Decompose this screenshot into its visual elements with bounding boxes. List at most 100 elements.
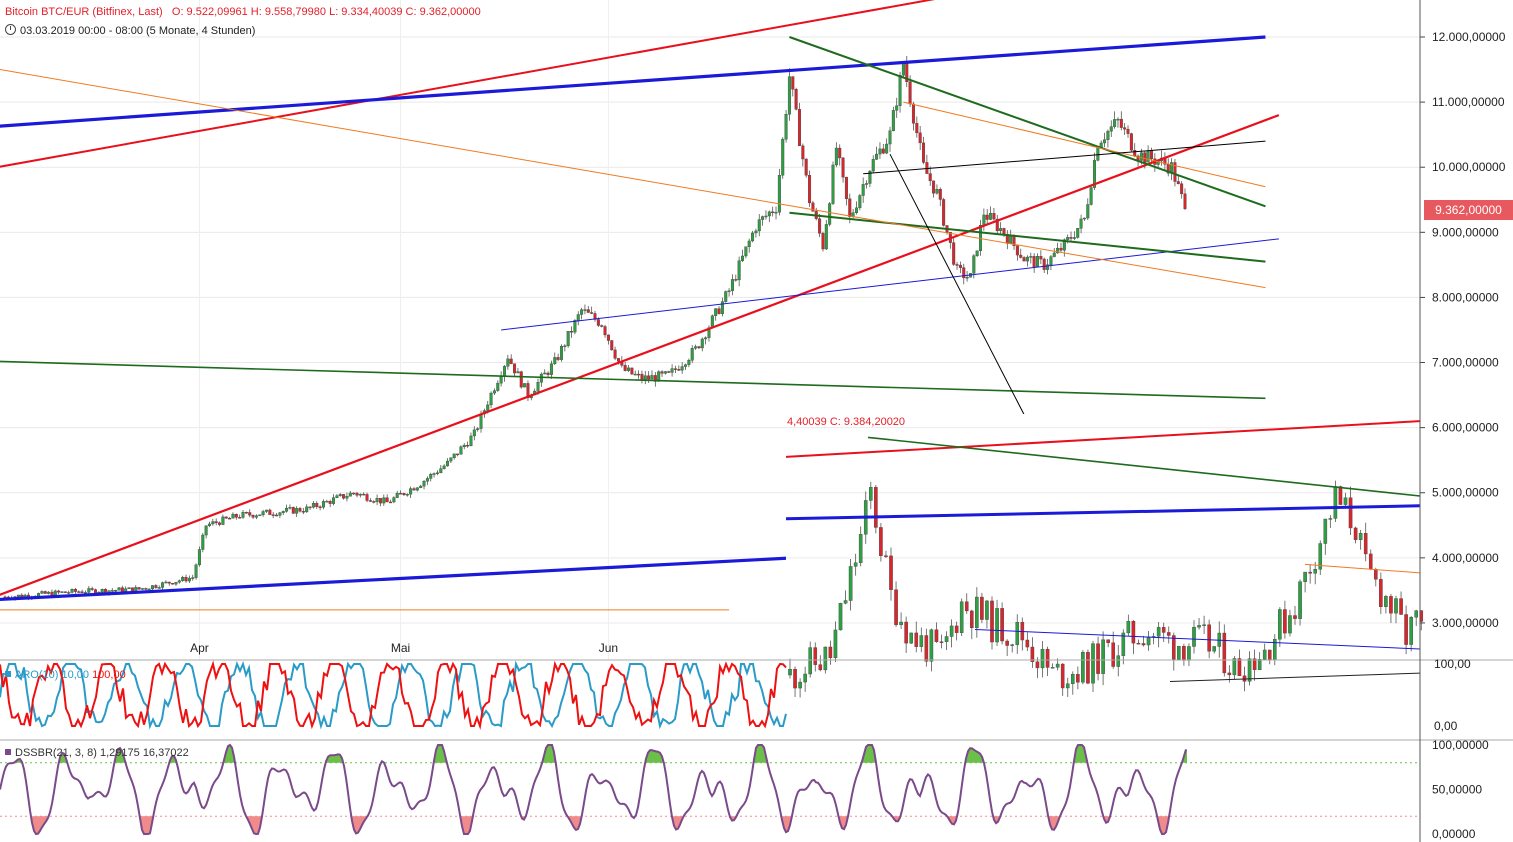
overlay-candle-body [990,600,994,643]
candle-body [741,255,745,261]
candle-body [690,348,694,361]
candle-body [583,309,587,311]
overlay-candle-body [1343,497,1348,505]
overlay-candle-body [1293,615,1297,619]
overlay-candle-body [808,647,812,675]
x-tick-label: Apr [190,641,209,655]
candle-body [231,513,235,519]
candle-body [1066,237,1070,240]
candle-body [1126,128,1130,134]
dss-legend[interactable]: DSSBR(21, 3, 8) 1,29175 16,37022 [5,747,189,759]
overlay-candle-body [889,555,893,590]
candle-body [868,170,872,184]
overlay-candle-body [904,621,908,644]
candle-body [419,485,423,488]
instrument-title: Bitcoin BTC/EUR (Bitfinex, Last) [5,6,163,18]
overlay-candle-body [1111,642,1115,667]
candle-body [291,507,295,514]
candle-body [590,312,594,314]
candle-body [543,372,547,375]
candle-body [184,577,188,582]
candle-body [684,364,688,367]
candle-body [613,349,617,359]
y-tick-label: 11.000,00000 [1432,95,1505,109]
candle-body [1109,126,1113,132]
candle-body [446,460,450,467]
overlay-candle-body [1065,683,1070,689]
overlay-candle-body [1328,518,1333,520]
overlay-candle-body [1353,527,1358,540]
candle-body [606,334,610,341]
y-tick-label: 9.000,00000 [1432,225,1499,239]
timeframe-row: 03.03.2019 00:00 - 08:00 (5 Monate, 4 St… [5,23,255,37]
candle-body [734,279,738,281]
candle-body [553,357,557,364]
timeframe-label: 03.03.2019 00:00 - 08:00 (5 Monate, 4 St… [20,25,256,37]
aroon-name: ARO(10) [15,669,59,681]
aroon-value-1: 10,00 [61,669,89,681]
candle-body [348,492,352,497]
candle-body [1002,228,1006,235]
candle-body [771,211,775,214]
overlay-candle-body [1055,663,1060,668]
candle-body [680,366,684,371]
overlay-candle-body [1136,642,1141,645]
overlay-candle-body [914,632,919,647]
aroon-legend[interactable]: ARO(10) 10,00 100,00 [5,669,126,681]
overlay-candle-body [939,641,944,643]
candle-body [117,587,121,591]
candle-body [409,488,413,495]
candle-body [137,587,141,590]
candle-body [50,591,54,596]
overlay-candle-body [1384,596,1388,607]
candle-body [1015,245,1019,256]
y-tick-label: 7.000,00000 [1432,356,1499,370]
dss-name: DSSBR(21, 3, 8) [15,747,97,759]
candle-body [452,453,456,459]
candle-body [942,199,946,226]
candle-body [717,308,721,314]
overlay-candle-body [1177,646,1181,660]
candle-body [254,515,258,518]
candle-body [278,512,282,516]
candle-body [630,367,634,375]
overlay-candle-body [1076,674,1080,683]
candle-body [181,577,185,581]
candle-body [271,514,275,516]
candle-body [442,465,446,469]
candle-body [791,76,795,90]
candle-body [932,180,936,194]
overlay-candle-body [1070,674,1075,684]
legend-color-icon [5,749,11,755]
candle-body [372,501,376,503]
overlay-candle-body [1010,644,1014,646]
candle-body [47,591,51,594]
candle-body [1123,127,1127,130]
candle-body [600,325,604,327]
candle-body [502,366,506,377]
candle-body [194,564,198,578]
candle-body [724,291,728,302]
overlay-candle-body [1252,658,1257,671]
overlay-candle-body [1308,571,1312,574]
candle-body [154,585,158,588]
overlay-candle-body [1101,639,1105,674]
candle-body [298,508,302,512]
candle-body [1039,256,1043,260]
candle-body [43,591,47,594]
candle-body [777,175,781,213]
overlay-candle-body [1141,643,1146,646]
candle-body [315,503,319,507]
candle-body [114,589,118,592]
candle-body [469,435,473,447]
overlay-candle-body [879,527,883,556]
candle-body [335,495,339,498]
overlay-candle-body [1333,486,1338,519]
candle-body [995,218,999,232]
y-tick-label: 10.000,00000 [1432,160,1506,174]
candle-body [764,215,768,218]
candle-body [144,588,148,590]
candle-body [67,592,71,594]
overlay-candle-body [813,647,818,665]
